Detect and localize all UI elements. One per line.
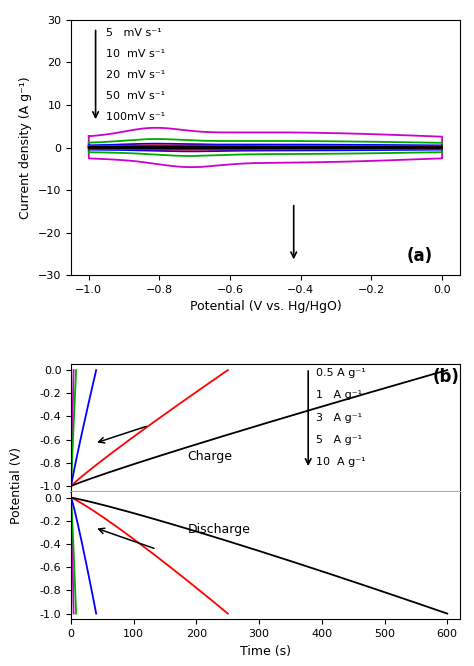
Text: Charge: Charge [188, 450, 233, 463]
Text: 10  mV s⁻¹: 10 mV s⁻¹ [106, 49, 165, 59]
Text: 5   A g⁻¹: 5 A g⁻¹ [316, 435, 362, 445]
Text: 3   A g⁻¹: 3 A g⁻¹ [316, 413, 362, 423]
Text: 5   mV s⁻¹: 5 mV s⁻¹ [106, 27, 162, 38]
Text: (a): (a) [406, 247, 433, 265]
Text: 10  A g⁻¹: 10 A g⁻¹ [316, 458, 365, 468]
Text: 100mV s⁻¹: 100mV s⁻¹ [106, 113, 165, 123]
X-axis label: Time (s): Time (s) [240, 645, 291, 657]
Text: 20  mV s⁻¹: 20 mV s⁻¹ [106, 70, 165, 80]
Text: 50  mV s⁻¹: 50 mV s⁻¹ [106, 91, 165, 101]
Text: 0.5 A g⁻¹: 0.5 A g⁻¹ [316, 368, 366, 378]
X-axis label: Potential (V vs. Hg/HgO): Potential (V vs. Hg/HgO) [190, 300, 341, 313]
Text: Potential (V): Potential (V) [10, 447, 23, 523]
Text: 1   A g⁻¹: 1 A g⁻¹ [316, 390, 362, 400]
Text: Discharge: Discharge [188, 523, 251, 535]
Y-axis label: Current density (A g⁻¹): Current density (A g⁻¹) [19, 76, 32, 219]
Text: (b): (b) [433, 368, 459, 386]
